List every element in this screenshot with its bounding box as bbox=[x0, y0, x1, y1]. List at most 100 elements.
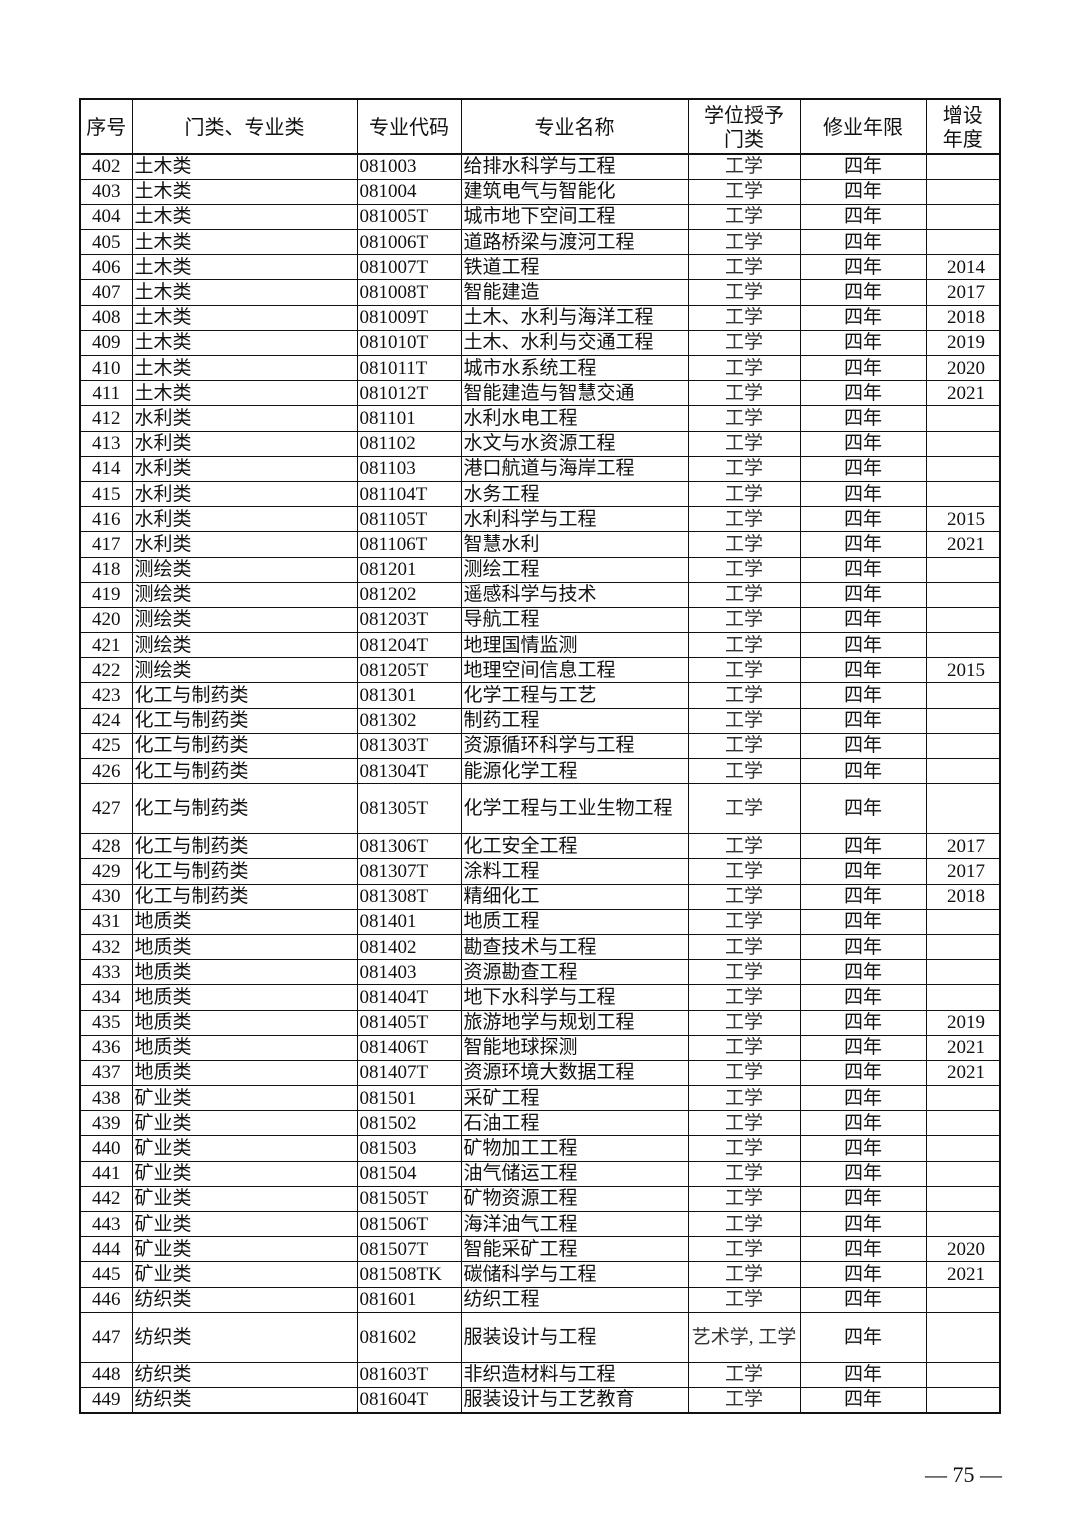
cell-degree: 工学 bbox=[687, 203, 801, 231]
cell-duration: 四年 bbox=[799, 455, 927, 482]
cell-category: 化工与制药类 bbox=[131, 757, 358, 785]
cell-index: 417 bbox=[79, 531, 133, 558]
cell-year-added bbox=[925, 1160, 1001, 1187]
cell-degree: 工学 bbox=[687, 984, 801, 1011]
cell-degree: 工学 bbox=[687, 632, 801, 659]
cell-major-name: 水利水电工程 bbox=[460, 405, 689, 432]
cell-code: 081506T bbox=[356, 1210, 462, 1238]
cell-major-name: 水务工程 bbox=[460, 480, 689, 508]
cell-category: 纺织类 bbox=[131, 1361, 358, 1388]
table-row: 439 矿业类 081502 石油工程 工学 四年 bbox=[79, 1110, 1001, 1137]
table-row: 434 地质类 081404T 地下水科学与工程 工学 四年 bbox=[79, 984, 1001, 1011]
cell-year-added bbox=[925, 933, 1001, 961]
cell-degree: 艺术学, 工学 bbox=[687, 1311, 801, 1363]
cell-major-name: 服装设计与工艺教育 bbox=[460, 1386, 689, 1414]
table-row: 445 矿业类 081508TK 碳储科学与工程 工学 四年 2021 bbox=[79, 1261, 1001, 1288]
cell-degree: 工学 bbox=[687, 380, 801, 407]
cell-duration: 四年 bbox=[799, 959, 927, 986]
cell-category: 化工与制药类 bbox=[131, 858, 358, 885]
table-row: 416 水利类 081105T 水利科学与工程 工学 四年 2015 bbox=[79, 506, 1001, 533]
cell-degree: 工学 bbox=[687, 178, 801, 205]
cell-year-added: 2014 bbox=[925, 254, 1001, 281]
cell-major-name: 精细化工 bbox=[460, 883, 689, 910]
cell-degree: 工学 bbox=[687, 1135, 801, 1162]
cell-code: 081006T bbox=[356, 229, 462, 256]
cell-year-added bbox=[925, 1185, 1001, 1213]
table-row: 417 水利类 081106T 智慧水利 工学 四年 2021 bbox=[79, 531, 1001, 558]
cell-duration: 四年 bbox=[799, 178, 927, 205]
cell-major-name: 智能建造与智慧交通 bbox=[460, 380, 689, 407]
cell-index: 410 bbox=[79, 354, 133, 382]
cell-index: 447 bbox=[79, 1311, 133, 1363]
cell-category: 地质类 bbox=[131, 959, 358, 986]
cell-year-added bbox=[925, 732, 1001, 760]
header-degree: 学位授予门类 bbox=[687, 98, 801, 155]
cell-category: 地质类 bbox=[131, 933, 358, 961]
cell-year-added bbox=[925, 1110, 1001, 1137]
cell-category: 土木类 bbox=[131, 304, 358, 331]
cell-code: 081602 bbox=[356, 1311, 462, 1363]
cell-major-name: 碳储科学与工程 bbox=[460, 1261, 689, 1288]
cell-major-name: 地下水科学与工程 bbox=[460, 984, 689, 1011]
cell-code: 081302 bbox=[356, 707, 462, 734]
cell-index: 449 bbox=[79, 1386, 133, 1414]
cell-year-added bbox=[925, 556, 1001, 583]
cell-category: 矿业类 bbox=[131, 1185, 358, 1213]
cell-year-added: 2021 bbox=[925, 1261, 1001, 1288]
cell-duration: 四年 bbox=[799, 304, 927, 331]
header-major-name: 专业名称 bbox=[460, 98, 689, 155]
cell-degree: 工学 bbox=[687, 757, 801, 785]
cell-duration: 四年 bbox=[799, 1210, 927, 1238]
cell-category: 土木类 bbox=[131, 229, 358, 256]
cell-year-added bbox=[925, 984, 1001, 1011]
cell-code: 081601 bbox=[356, 1286, 462, 1313]
cell-index: 424 bbox=[79, 707, 133, 734]
cell-category: 化工与制药类 bbox=[131, 732, 358, 760]
cell-category: 地质类 bbox=[131, 984, 358, 1011]
cell-year-added: 2018 bbox=[925, 304, 1001, 331]
cell-major-name: 地质工程 bbox=[460, 908, 689, 935]
cell-duration: 四年 bbox=[799, 405, 927, 432]
cell-index: 437 bbox=[79, 1059, 133, 1087]
table-row: 413 水利类 081102 水文与水资源工程 工学 四年 bbox=[79, 430, 1001, 457]
cell-major-name: 测绘工程 bbox=[460, 556, 689, 583]
cell-duration: 四年 bbox=[799, 757, 927, 785]
cell-category: 化工与制药类 bbox=[131, 783, 358, 835]
cell-duration: 四年 bbox=[799, 1160, 927, 1187]
cell-major-name: 矿物资源工程 bbox=[460, 1185, 689, 1213]
cell-category: 水利类 bbox=[131, 430, 358, 457]
cell-year-added bbox=[925, 908, 1001, 935]
cell-category: 矿业类 bbox=[131, 1236, 358, 1263]
cell-duration: 四年 bbox=[799, 632, 927, 659]
cell-category: 测绘类 bbox=[131, 556, 358, 583]
cell-category: 测绘类 bbox=[131, 581, 358, 608]
cell-degree: 工学 bbox=[687, 506, 801, 533]
cell-duration: 四年 bbox=[799, 254, 927, 281]
cell-duration: 四年 bbox=[799, 783, 927, 835]
header-duration: 修业年限 bbox=[799, 98, 927, 155]
cell-duration: 四年 bbox=[799, 732, 927, 760]
cell-year-added bbox=[925, 707, 1001, 734]
cell-year-added: 2017 bbox=[925, 858, 1001, 885]
cell-category: 地质类 bbox=[131, 1034, 358, 1061]
table-row: 405 土木类 081006T 道路桥梁与渡河工程 工学 四年 bbox=[79, 229, 1001, 256]
cell-degree: 工学 bbox=[687, 1034, 801, 1061]
cell-major-name: 土木、水利与海洋工程 bbox=[460, 304, 689, 331]
cell-year-added bbox=[925, 1210, 1001, 1238]
table-row: 433 地质类 081403 资源勘查工程 工学 四年 bbox=[79, 959, 1001, 986]
cell-year-added bbox=[925, 405, 1001, 432]
cell-duration: 四年 bbox=[799, 1236, 927, 1263]
table-row: 406 土木类 081007T 铁道工程 工学 四年 2014 bbox=[79, 254, 1001, 281]
cell-duration: 四年 bbox=[799, 1286, 927, 1313]
cell-year-added bbox=[925, 1361, 1001, 1388]
cell-degree: 工学 bbox=[687, 1261, 801, 1288]
cell-index: 420 bbox=[79, 606, 133, 634]
table-row: 412 水利类 081101 水利水电工程 工学 四年 bbox=[79, 405, 1001, 432]
cell-category: 土木类 bbox=[131, 279, 358, 306]
cell-degree: 工学 bbox=[687, 581, 801, 608]
cell-year-added bbox=[925, 682, 1001, 709]
cell-category: 水利类 bbox=[131, 506, 358, 533]
table-row: 409 土木类 081010T 土木、水利与交通工程 工学 四年 2019 bbox=[79, 329, 1001, 357]
cell-year-added bbox=[925, 1135, 1001, 1162]
cell-major-name: 资源循环科学与工程 bbox=[460, 732, 689, 760]
